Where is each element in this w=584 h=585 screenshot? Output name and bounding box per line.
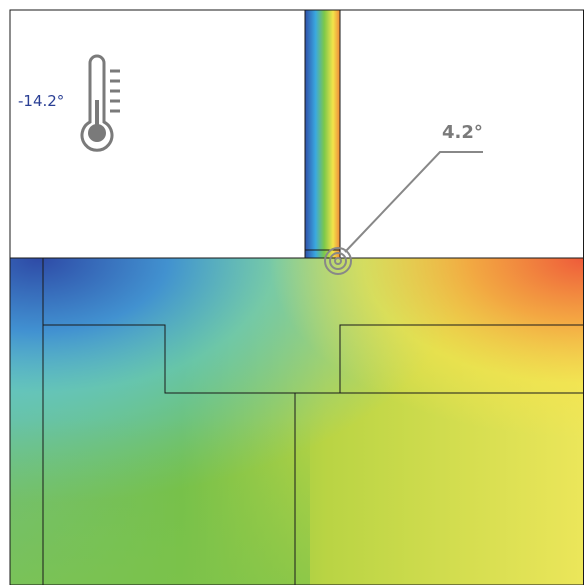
temperature-field bbox=[10, 10, 584, 585]
surface-temperature: 4.2° bbox=[442, 122, 483, 143]
thermometer-icon bbox=[80, 54, 120, 152]
wall-section bbox=[305, 10, 340, 258]
callout bbox=[324, 151, 483, 275]
construction-lines bbox=[9, 9, 584, 585]
outdoor-temperature: -14.2° bbox=[18, 92, 64, 110]
